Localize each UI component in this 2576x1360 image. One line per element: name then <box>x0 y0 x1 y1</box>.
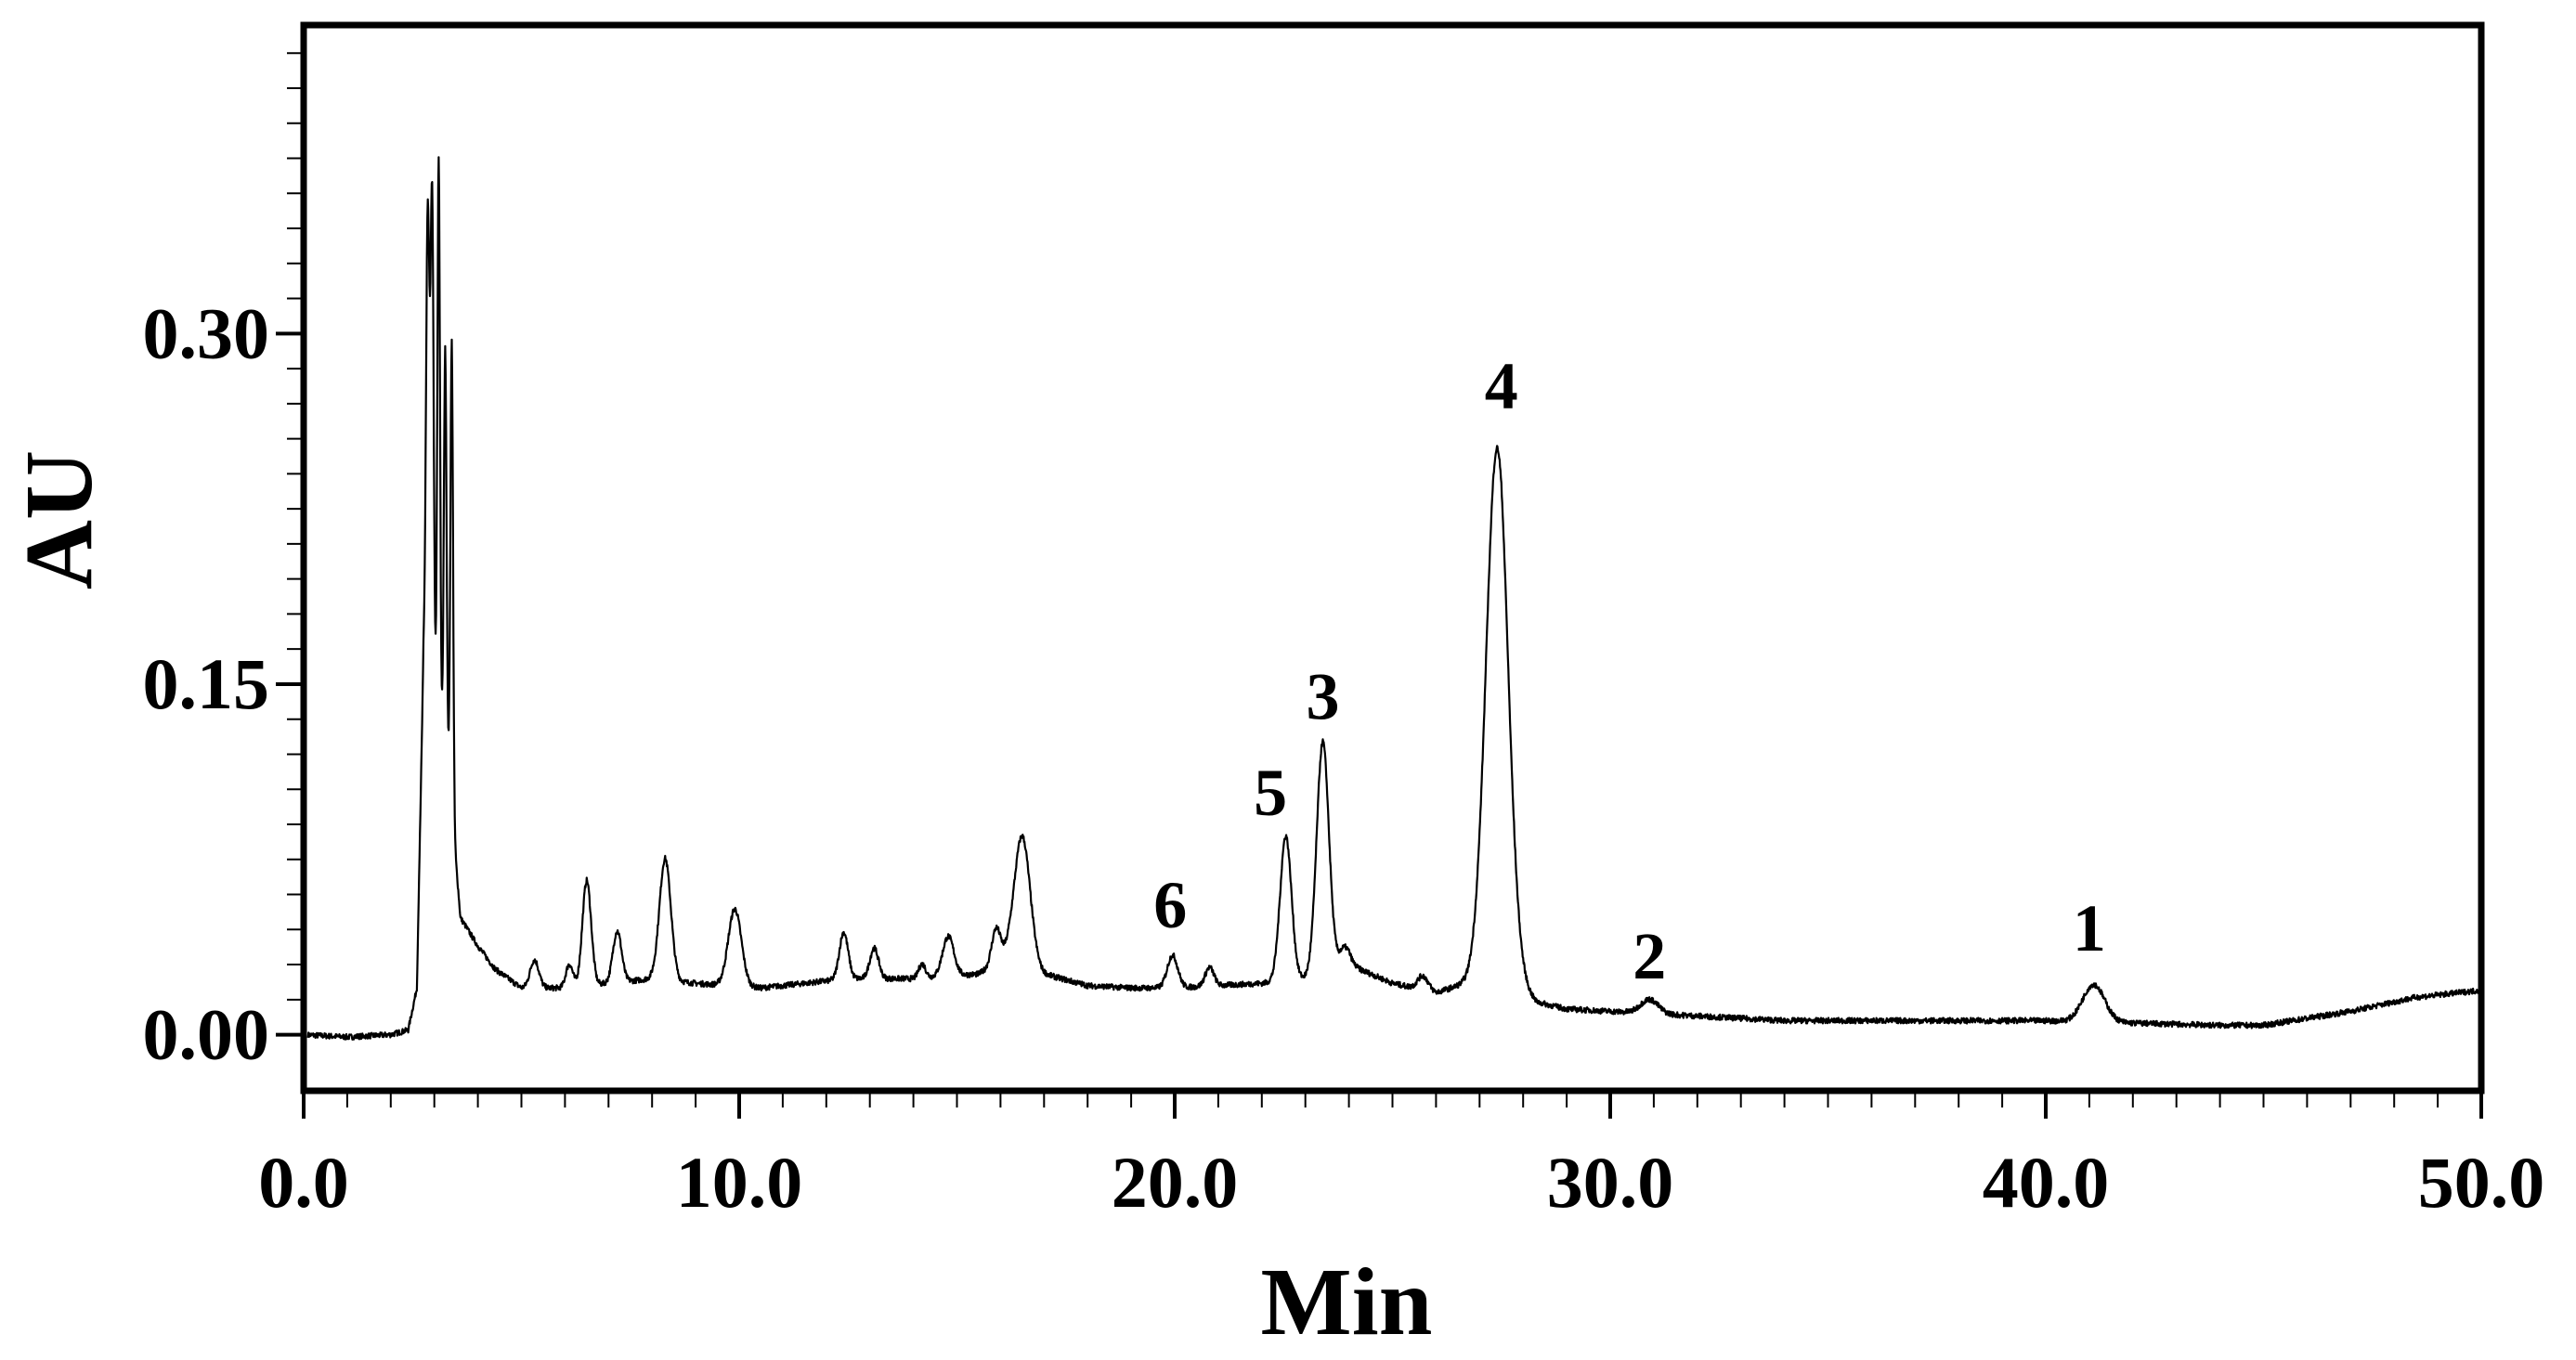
peak-label-5: 5 <box>1254 756 1287 830</box>
major-ticks <box>276 331 2483 1119</box>
peak-label-6: 6 <box>1153 868 1187 942</box>
minor-ticks <box>287 52 2482 1107</box>
x-tick-label: 50.0 <box>2418 1142 2545 1223</box>
y-tick-label: 0.15 <box>143 643 270 724</box>
x-tick-label: 40.0 <box>1983 1142 2110 1223</box>
y-tick-label: 0.30 <box>143 292 270 373</box>
plot-frame <box>300 21 2485 1094</box>
chromatogram-trace <box>306 156 2483 1041</box>
x-tick-label: 30.0 <box>1547 1142 1674 1223</box>
x-tick-label: 0.0 <box>258 1142 349 1223</box>
peak-labels: 1 2 3 4 56 <box>1153 349 2106 993</box>
y-tick-label: 0.00 <box>143 994 270 1075</box>
peak-label-2: 2 <box>1633 919 1666 993</box>
peak-label-4: 4 <box>1485 349 1518 423</box>
x-tick-label: 10.0 <box>676 1142 803 1223</box>
y-tick-labels: 0.00 0.15 0.30 <box>143 292 270 1074</box>
peak-label-1: 1 <box>2073 891 2106 965</box>
peak-label-3: 3 <box>1306 660 1339 734</box>
x-tick-labels: 0.0 10.0 20.0 30.0 40.0 50.0 <box>258 1142 2544 1223</box>
x-tick-label: 20.0 <box>1112 1142 1239 1223</box>
y-axis-title: AU <box>6 450 112 589</box>
x-axis-title: Min <box>1261 1249 1433 1355</box>
